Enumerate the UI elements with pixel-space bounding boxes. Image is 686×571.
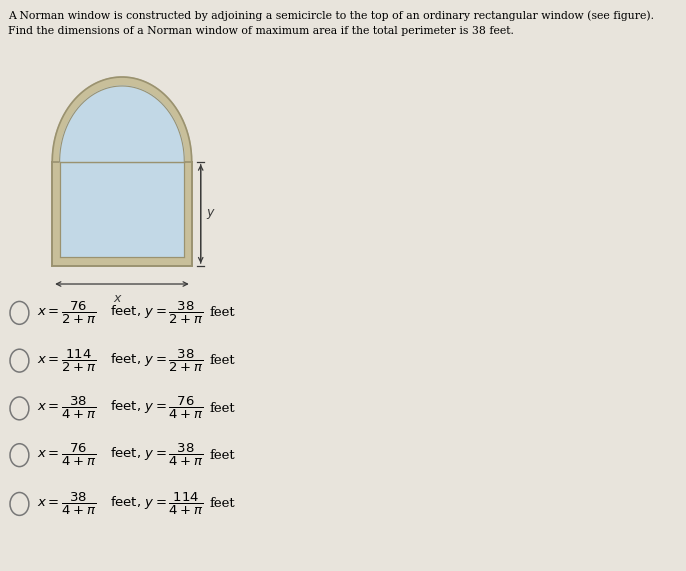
Text: feet, $y = \dfrac{76}{4 + \pi}$: feet, $y = \dfrac{76}{4 + \pi}$ <box>110 395 203 421</box>
Text: $y$: $y$ <box>206 207 216 221</box>
Text: feet, $y = \dfrac{38}{2 + \pi}$: feet, $y = \dfrac{38}{2 + \pi}$ <box>110 300 203 326</box>
Text: $x = \dfrac{38}{4 + \pi}$: $x = \dfrac{38}{4 + \pi}$ <box>36 491 96 517</box>
Text: feet, $y = \dfrac{114}{4 + \pi}$: feet, $y = \dfrac{114}{4 + \pi}$ <box>110 491 203 517</box>
Text: feet: feet <box>210 307 235 319</box>
Text: $x = \dfrac{38}{4 + \pi}$: $x = \dfrac{38}{4 + \pi}$ <box>36 395 96 421</box>
Text: $\frac{x}{2}$: $\frac{x}{2}$ <box>108 197 115 216</box>
Polygon shape <box>60 86 185 162</box>
Text: feet, $y = \dfrac{38}{4 + \pi}$: feet, $y = \dfrac{38}{4 + \pi}$ <box>110 442 203 468</box>
Text: $x = \dfrac{76}{4 + \pi}$: $x = \dfrac{76}{4 + \pi}$ <box>36 442 96 468</box>
Text: feet: feet <box>210 354 235 367</box>
Text: feet: feet <box>210 402 235 415</box>
Text: $x = \dfrac{114}{2 + \pi}$: $x = \dfrac{114}{2 + \pi}$ <box>36 348 96 373</box>
Bar <box>52 162 191 266</box>
Bar <box>60 162 185 257</box>
Text: $x = \dfrac{76}{2 + \pi}$: $x = \dfrac{76}{2 + \pi}$ <box>36 300 96 326</box>
Text: feet: feet <box>210 449 235 462</box>
Text: $x$: $x$ <box>113 292 123 305</box>
Text: feet, $y = \dfrac{38}{2 + \pi}$: feet, $y = \dfrac{38}{2 + \pi}$ <box>110 348 203 373</box>
Text: A Norman window is constructed by adjoining a semicircle to the top of an ordina: A Norman window is constructed by adjoin… <box>8 10 654 21</box>
Text: Find the dimensions of a Norman window of maximum area if the total perimeter is: Find the dimensions of a Norman window o… <box>8 26 514 37</box>
Text: feet: feet <box>210 497 235 510</box>
Polygon shape <box>52 77 191 162</box>
